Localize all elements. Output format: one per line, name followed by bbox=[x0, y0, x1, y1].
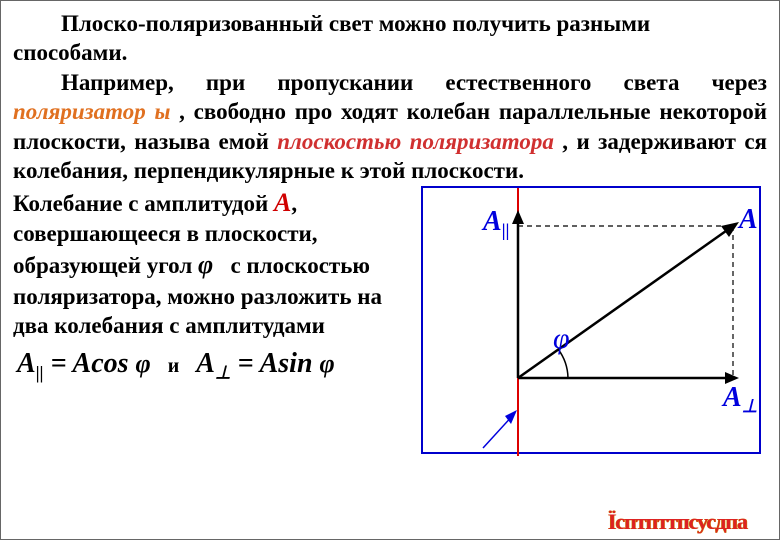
p2-lead: Например, при пропускании естественного … bbox=[61, 70, 767, 95]
formula-A-perp: A bbox=[196, 348, 215, 379]
formula-A-par-sub: || bbox=[36, 363, 44, 383]
arrowhead-A bbox=[721, 222, 739, 237]
phi-symbol-3: φ bbox=[320, 349, 335, 378]
formula-2-eq: = Asin bbox=[231, 348, 320, 379]
paragraph-3: Колебание с амплитудой A, совершающееся … bbox=[13, 186, 418, 341]
formula-and: и bbox=[158, 355, 190, 377]
corner-overlay-text: Їсптпттпсусдпа bbox=[608, 509, 747, 535]
formula-A-par: A bbox=[17, 348, 36, 379]
formula-A-perp-sub: ⊥ bbox=[215, 363, 231, 383]
label-A: A bbox=[737, 204, 758, 235]
vector-A bbox=[518, 226, 733, 378]
phi-symbol-2: φ bbox=[136, 349, 151, 378]
paragraph-2: Например, при пропускании естественного … bbox=[13, 68, 767, 186]
diagram-svg: A|| A A⊥ φ bbox=[423, 188, 763, 456]
term-polarizer-plane: плоскостью поляризатора bbox=[277, 129, 554, 154]
vector-diagram: A|| A A⊥ φ bbox=[421, 186, 761, 454]
label-A-perp: A⊥ bbox=[721, 382, 757, 416]
label-phi: φ bbox=[553, 322, 570, 355]
term-polarizer: поляризатор ы bbox=[13, 99, 170, 124]
amplitude-A: A bbox=[274, 188, 291, 217]
paragraph-1: Плоско-поляризованный свет можно получит… bbox=[13, 9, 767, 68]
formula-line: A|| = Acos φ и A⊥ = Asin φ bbox=[13, 346, 418, 385]
p3-a: Колебание с амплитудой bbox=[13, 191, 274, 216]
label-A-par: A|| bbox=[481, 206, 510, 240]
phi-symbol-1: φ bbox=[198, 250, 213, 279]
arrowhead-vertical bbox=[512, 210, 524, 224]
formula-1-eq: = Acos bbox=[44, 348, 136, 379]
